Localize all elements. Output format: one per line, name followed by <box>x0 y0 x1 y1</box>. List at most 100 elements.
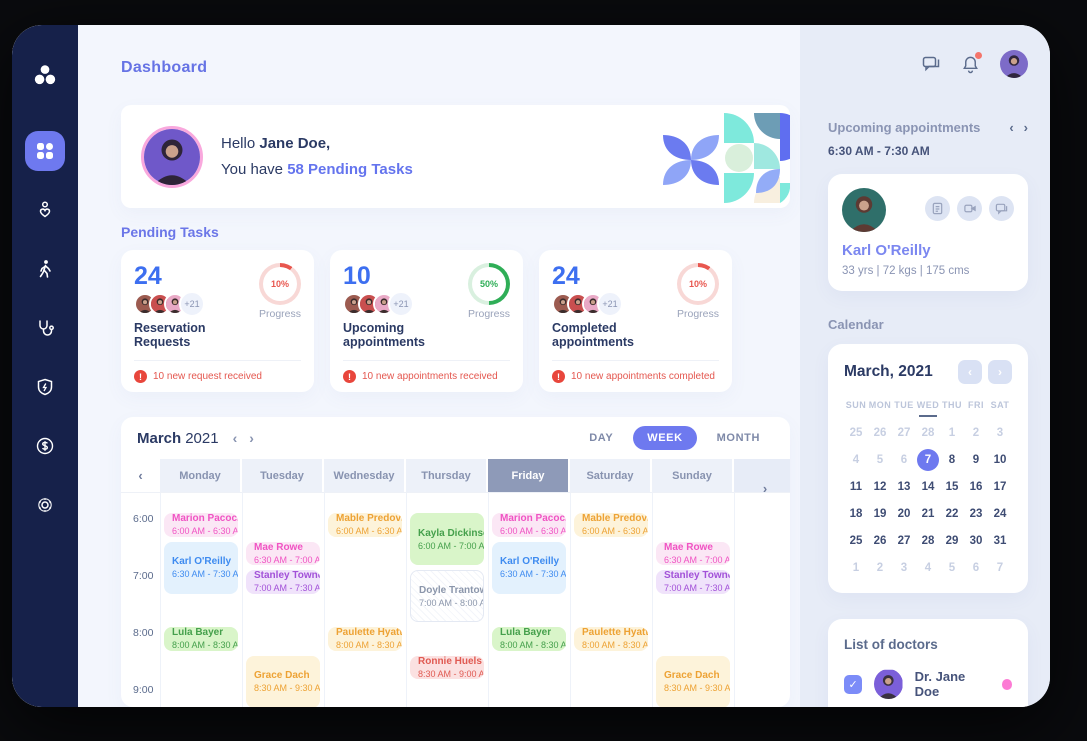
appointment-chip[interactable]: Paulette Hyatt 8:00 AM - 8:30 AM <box>328 627 402 651</box>
mini-day[interactable]: 12 <box>873 480 887 493</box>
mini-day[interactable]: 17 <box>993 480 1007 493</box>
mini-day[interactable]: 10 <box>993 453 1007 466</box>
report-icon[interactable] <box>925 196 950 221</box>
mini-day[interactable]: 2 <box>876 561 884 574</box>
appointment-chip[interactable]: Marion Pacocha 6:00 AM - 6:30 AM <box>164 513 238 537</box>
appointment-chip[interactable]: Stanley Towne 7:00 AM - 7:30 AM <box>246 570 320 594</box>
view-week-button[interactable]: WEEK <box>633 426 697 450</box>
view-day-button[interactable]: DAY <box>589 432 614 444</box>
next-appointment-icon[interactable]: › <box>1023 120 1028 135</box>
mini-day[interactable]: 4 <box>852 453 860 466</box>
appointment-chip[interactable]: Mae Rowe 6:30 AM - 7:00 AM <box>656 541 730 565</box>
mini-day[interactable]: 27 <box>897 426 911 439</box>
appointment-chip[interactable]: Grace Dach 8:30 AM - 9:30 AM <box>656 655 730 707</box>
mini-day[interactable]: 18 <box>849 507 863 520</box>
mini-day[interactable]: 22 <box>945 507 959 520</box>
mini-day[interactable]: 6 <box>972 561 980 574</box>
mini-day[interactable]: 25 <box>849 534 863 547</box>
appointment-chip[interactable]: Lula Bayer 8:00 AM - 8:30 AM <box>164 627 238 651</box>
mini-day[interactable]: 15 <box>945 480 959 493</box>
mini-day[interactable]: 24 <box>993 507 1007 520</box>
mini-day[interactable]: 13 <box>897 480 911 493</box>
sidebar-item-walking-person-icon[interactable] <box>25 249 65 289</box>
mini-day[interactable]: 1 <box>948 426 956 439</box>
appointment-chip[interactable]: Paulette Hyatt 8:00 AM - 8:30 AM <box>574 627 648 651</box>
task-card-1[interactable]: 10 +21 Upcoming appointments 50% <box>330 250 523 392</box>
mini-day[interactable]: 30 <box>969 534 983 547</box>
appointment-chip[interactable]: Ronnie Huels 8:30 AM - 9:00 AM <box>410 655 484 679</box>
next-week-icon[interactable]: › <box>734 459 790 496</box>
mini-day[interactable]: 2 <box>972 426 980 439</box>
mini-day[interactable]: 20 <box>897 507 911 520</box>
mini-day[interactable]: 7 <box>996 561 1004 574</box>
sidebar-item-settings-gear-icon[interactable] <box>25 485 65 525</box>
appointment-chip[interactable]: Grace Dach 8:30 AM - 9:30 AM <box>246 655 320 707</box>
appointment-chip[interactable]: Karl O'Reilly 6:30 AM - 7:30 AM <box>492 541 566 594</box>
appointment-chip[interactable]: Mable Predovic 6:00 AM - 6:30 AM <box>574 513 648 537</box>
mini-day[interactable]: 28 <box>921 426 935 439</box>
mini-day[interactable]: 5 <box>876 453 884 466</box>
day-header-wednesday[interactable]: Wednesday <box>324 459 406 492</box>
mini-day[interactable]: 14 <box>921 480 935 493</box>
next-month-icon[interactable]: › <box>249 430 254 446</box>
appointment-chip[interactable]: Doyle Trantow Jr. 7:00 AM - 8:00 AM <box>410 570 484 622</box>
mini-day[interactable]: 28 <box>921 534 935 547</box>
mini-day[interactable]: 9 <box>972 453 980 466</box>
day-header-thursday[interactable]: Thursday <box>406 459 488 492</box>
prev-month-icon[interactable]: ‹ <box>232 430 238 446</box>
user-avatar[interactable] <box>1000 50 1028 78</box>
mini-day[interactable]: 21 <box>921 507 935 520</box>
sidebar-item-billing-dollar-icon[interactable] <box>25 426 65 466</box>
day-header-sunday[interactable]: Sunday <box>652 459 734 492</box>
appointment-chip[interactable]: Stanley Towne 7:00 AM - 7:30 AM <box>656 570 730 594</box>
mini-day[interactable]: 27 <box>897 534 911 547</box>
video-call-icon[interactable] <box>957 196 982 221</box>
appointment-chip[interactable]: Lula Bayer 8:00 AM - 8:30 AM <box>492 627 566 651</box>
mini-day[interactable]: 3 <box>996 426 1004 439</box>
sidebar-item-shield-bolt-icon[interactable] <box>25 367 65 407</box>
mini-day[interactable]: 29 <box>945 534 959 547</box>
mini-day[interactable]: 8 <box>948 453 956 466</box>
mini-day[interactable]: 26 <box>873 426 887 439</box>
appointment-chip[interactable]: Mable Predovic 6:00 AM - 6:30 AM <box>328 513 402 537</box>
mini-day[interactable]: 19 <box>873 507 887 520</box>
mini-day[interactable]: 31 <box>993 534 1007 547</box>
mini-day[interactable]: 23 <box>969 507 983 520</box>
appointment-chip[interactable]: Karl O'Reilly 6:30 AM - 7:30 AM <box>164 541 238 594</box>
view-month-button[interactable]: MONTH <box>716 432 760 444</box>
mini-day[interactable]: 5 <box>948 561 956 574</box>
mini-day[interactable]: 6 <box>900 453 908 466</box>
mini-day[interactable]: 26 <box>873 534 887 547</box>
appointment-chip[interactable]: Marion Pacocha 6:00 AM - 6:30 AM <box>492 513 566 537</box>
notifications-bell-icon[interactable] <box>961 52 982 74</box>
pending-count-link[interactable]: 58 Pending Tasks <box>287 160 413 178</box>
mini-day[interactable]: 25 <box>849 426 863 439</box>
patient-card[interactable]: Karl O'Reilly 33 yrs | 72 kgs | 175 cms <box>828 174 1028 291</box>
appointment-chip[interactable]: Mae Rowe 6:30 AM - 7:00 AM <box>246 541 320 565</box>
mini-day[interactable]: 11 <box>849 480 863 493</box>
mini-day[interactable]: 3 <box>900 561 908 574</box>
sidebar-item-patient-heart-icon[interactable] <box>25 190 65 230</box>
messages-icon[interactable] <box>921 54 941 74</box>
sidebar-item-dashboard-grid-icon[interactable] <box>25 131 65 171</box>
day-header-friday[interactable]: Friday <box>488 459 570 492</box>
mini-next-month-icon[interactable]: › <box>988 360 1012 384</box>
mini-prev-month-icon[interactable]: ‹ <box>958 360 982 384</box>
task-count: 24 <box>552 262 580 290</box>
sidebar-item-stethoscope-icon[interactable] <box>25 308 65 348</box>
day-header-tuesday[interactable]: Tuesday <box>242 459 324 492</box>
calendar-month: March <box>137 429 182 447</box>
appointment-chip[interactable]: Kayla Dickinson 6:00 AM - 7:00 AM <box>410 513 484 565</box>
mini-day[interactable]: 4 <box>924 561 932 574</box>
day-header-monday[interactable]: Monday <box>160 459 242 492</box>
prev-appointment-icon[interactable]: ‹ <box>1009 120 1014 135</box>
mini-day[interactable]: 16 <box>969 480 983 493</box>
day-header-saturday[interactable]: Saturday <box>570 459 652 492</box>
task-card-2[interactable]: 24 +21 Completed appointments 10% <box>539 250 732 392</box>
doctor-checkbox[interactable]: ✓ <box>844 674 863 694</box>
mini-day[interactable]: 1 <box>852 561 860 574</box>
prev-week-icon[interactable]: ‹ <box>138 468 143 483</box>
chat-icon[interactable] <box>989 196 1014 221</box>
task-card-0[interactable]: 24 +21 Reservation Requests 10% <box>121 250 314 392</box>
mini-day-selected[interactable]: 7 <box>916 448 940 471</box>
